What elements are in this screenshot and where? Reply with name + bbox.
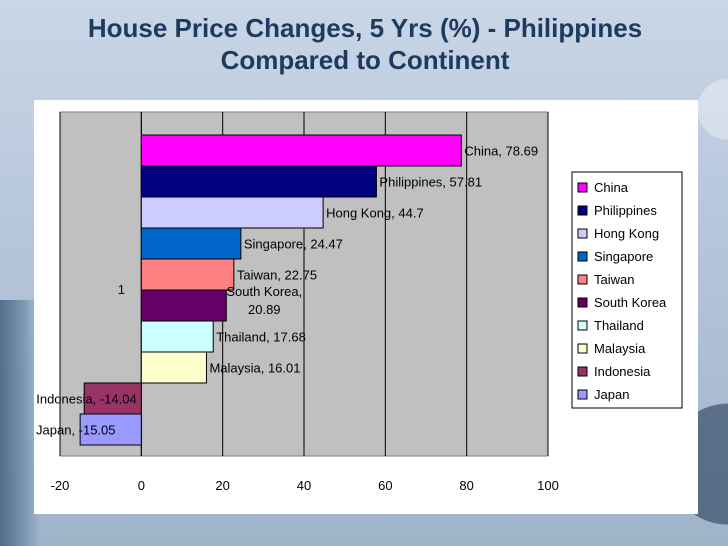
legend-swatch — [577, 366, 588, 377]
legend-label: Hong Kong — [594, 226, 659, 241]
legend-swatch — [577, 205, 588, 216]
chart-panel: China, 78.69 Philippines, 57.81 Hong Kong,… — [34, 100, 698, 514]
data-label: China, 78.69 — [464, 144, 538, 159]
legend-label: Taiwan — [594, 272, 634, 287]
legend-swatch — [577, 274, 588, 285]
bar — [83, 382, 142, 415]
category-axis-label: 1 — [118, 282, 125, 297]
bar — [140, 227, 242, 260]
bar-chart: China, 78.69 Philippines, 57.81 Hong Kong,… — [36, 111, 683, 493]
data-label: South Korea, — [226, 284, 302, 299]
x-tick-label: 60 — [378, 478, 392, 493]
legend-swatch — [577, 297, 588, 308]
bar — [140, 320, 214, 353]
legend-label: Thailand — [594, 318, 644, 333]
data-label: Taiwan, 22.75 — [237, 268, 317, 283]
slide-title: House Price Changes, 5 Yrs (%) - Philipp… — [40, 12, 690, 76]
legend-swatch — [577, 343, 588, 354]
legend-swatch — [577, 320, 588, 331]
x-tick-label: 0 — [138, 478, 145, 493]
data-label: Hong Kong, 44.7 — [326, 206, 424, 221]
data-label: Japan, -15.05 — [36, 423, 116, 438]
bar — [140, 196, 324, 229]
legend-swatch — [577, 228, 588, 239]
legend-label: Malaysia — [594, 341, 646, 356]
city-skyline-decoration — [0, 300, 40, 546]
data-label: Philippines, 57.81 — [379, 175, 482, 190]
legend-swatch — [577, 182, 588, 193]
bar — [140, 289, 227, 322]
data-label: Indonesia, -14.04 — [36, 392, 136, 407]
legend-box — [571, 171, 683, 409]
title-line-1: House Price Changes, 5 Yrs (%) - Philipp… — [87, 13, 643, 43]
bar — [79, 413, 142, 446]
bar — [140, 134, 462, 167]
legend-label: South Korea — [594, 295, 667, 310]
legend-label: China — [594, 180, 629, 195]
legend-label: Japan — [594, 387, 629, 402]
title-line-2: Compared to Continent — [220, 45, 510, 75]
bar — [140, 258, 235, 291]
x-tick-label: -20 — [51, 478, 70, 493]
legend-swatch — [577, 251, 588, 262]
data-label: 20.89 — [248, 302, 281, 317]
bar — [140, 351, 207, 384]
x-tick-label: 80 — [459, 478, 473, 493]
data-label: Singapore, 24.47 — [244, 237, 343, 252]
legend-swatch — [577, 389, 588, 400]
data-label: Malaysia, 16.01 — [209, 361, 300, 376]
legend-label: Philippines — [594, 203, 657, 218]
data-label: Thailand, 17.68 — [216, 330, 306, 345]
legend-label: Indonesia — [594, 364, 651, 379]
x-tick-label: 100 — [537, 478, 559, 493]
legend-label: Singapore — [594, 249, 653, 264]
x-tick-label: 20 — [215, 478, 229, 493]
bar — [140, 165, 377, 198]
x-tick-label: 40 — [297, 478, 311, 493]
